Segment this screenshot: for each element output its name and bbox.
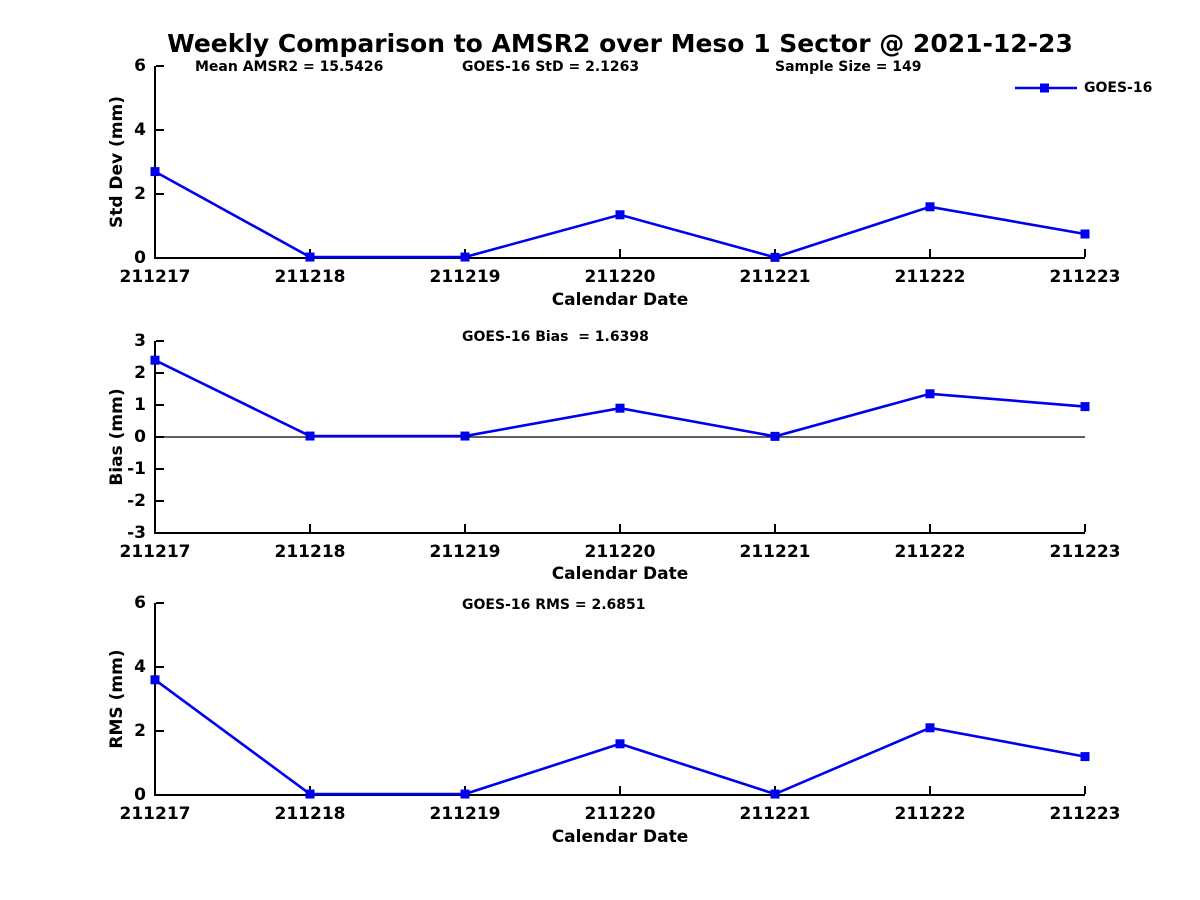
figure-title: Weekly Comparison to AMSR2 over Meso 1 S… [167, 29, 1073, 58]
stddev-y-axis-label: Std Dev (mm) [107, 95, 127, 229]
bias-x-tick-label: 211221 [739, 542, 811, 562]
rms-x-axis-label: Calendar Date [551, 827, 689, 847]
std-dev-x-tick-label: 211221 [739, 267, 811, 287]
rms-x-tick-label: 211223 [1049, 804, 1121, 824]
std-dev-x-tick-label: 211223 [1049, 267, 1121, 287]
rms-x-tick-label: 211220 [584, 804, 656, 824]
bias-y-axis-label: Bias (mm) [107, 388, 127, 486]
bias-data-point-marker [1080, 402, 1090, 412]
rms-axis-spines [154, 603, 1085, 796]
rms-x-tick-label: 211222 [894, 804, 966, 824]
stat-mean-amsr2: Mean AMSR2 = 15.5426 [195, 59, 384, 75]
bias-annotation: GOES-16 Bias = 1.6398 [462, 329, 649, 345]
std-dev-data-point-marker [770, 252, 780, 262]
bias-x-tick-label: 211218 [274, 542, 346, 562]
bias-y-tick-label: 2 [134, 363, 146, 383]
std-dev-y-tick-label: 6 [134, 56, 146, 76]
bias-x-tick-label: 211220 [584, 542, 656, 562]
bias-y-tick-label: 0 [134, 427, 146, 447]
rms-y-axis-label: RMS (mm) [107, 649, 127, 749]
legend: GOES-16 [1014, 80, 1152, 96]
std-dev-x-tick-label: 211217 [119, 267, 191, 287]
rms-data-point-marker [150, 675, 160, 685]
rms-data-point-marker [305, 789, 315, 799]
rms-data-point-marker [925, 723, 935, 733]
rms-annotation: GOES-16 RMS = 2.6851 [462, 597, 646, 613]
bias-axis-spines [154, 341, 1085, 534]
bias-x-tick-label: 211219 [429, 542, 501, 562]
bias-y-tick-label: -2 [127, 491, 146, 511]
std-dev-y-tick-label: 0 [134, 248, 146, 268]
std-dev-x-tick-label: 211220 [584, 267, 656, 287]
bias-data-point-marker [770, 431, 780, 441]
stat-sample-size: Sample Size = 149 [775, 59, 922, 75]
bias-x-tick-label: 211217 [119, 542, 191, 562]
bias-y-tick-label: 3 [134, 331, 146, 351]
rms-x-tick-label: 211218 [274, 804, 346, 824]
rms-series-line [154, 678, 1086, 796]
std-dev-data-point-marker [460, 252, 470, 262]
bias-x-tick-label: 211222 [894, 542, 966, 562]
bias-series-line [154, 359, 1086, 438]
std-dev-y-tick-label: 2 [134, 184, 146, 204]
std-dev-axis-spines [154, 66, 1085, 259]
rms-data-point-marker [615, 739, 625, 749]
std-dev-x-tick-label: 211219 [429, 267, 501, 287]
std-dev-data-point-marker [150, 167, 160, 177]
rms-x-tick-label: 211219 [429, 804, 501, 824]
std-dev-data-point-marker [925, 202, 935, 212]
bias-y-tick-label: -3 [127, 523, 146, 543]
std-dev-data-point-marker [615, 210, 625, 220]
rms-y-tick-label: 2 [134, 721, 146, 741]
bias-data-point-marker [305, 431, 315, 441]
bias-data-point-marker [460, 431, 470, 441]
rms-y-tick-label: 0 [134, 785, 146, 805]
bias-data-point-marker [925, 389, 935, 399]
rms-data-point-marker [1080, 752, 1090, 762]
std-dev-x-tick-label: 211218 [274, 267, 346, 287]
stat-goes16-std: GOES-16 StD = 2.1263 [462, 59, 640, 75]
bias-data-point-marker [615, 403, 625, 413]
rms-y-tick-label: 6 [134, 593, 146, 613]
bias-x-tick-label: 211223 [1049, 542, 1121, 562]
std-dev-x-tick-label: 211222 [894, 267, 966, 287]
std-dev-y-tick-label: 4 [134, 120, 146, 140]
legend-line-marker-icon [1015, 83, 1077, 93]
std-dev-data-point-marker [1080, 229, 1090, 239]
bias-data-point-marker [150, 355, 160, 365]
bias-y-tick-label: -1 [127, 459, 146, 479]
rms-x-tick-label: 211217 [119, 804, 191, 824]
rms-data-point-marker [460, 789, 470, 799]
stddev-x-axis-label: Calendar Date [551, 290, 689, 310]
rms-x-tick-label: 211221 [739, 804, 811, 824]
bias-y-tick-label: 1 [134, 395, 146, 415]
rms-data-point-marker [770, 789, 780, 799]
rms-y-tick-label: 4 [134, 657, 146, 677]
std-dev-data-point-marker [305, 252, 315, 262]
legend-label: GOES-16 [1084, 80, 1153, 96]
bias-x-axis-label: Calendar Date [551, 564, 689, 584]
